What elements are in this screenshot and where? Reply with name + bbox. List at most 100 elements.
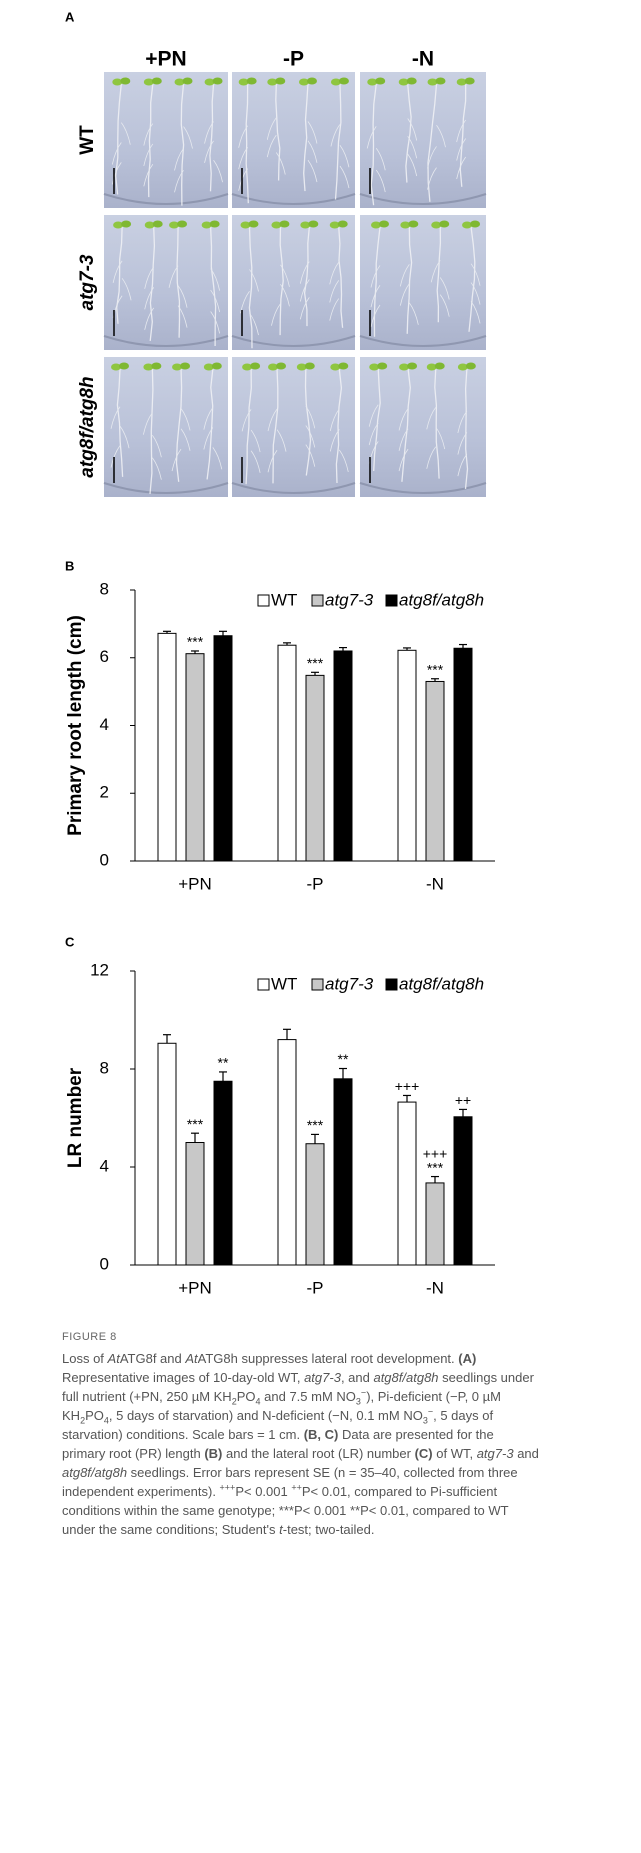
lateral-root — [409, 302, 419, 325]
leaf — [330, 363, 341, 371]
lateral-root — [456, 138, 466, 161]
bar — [157, 1042, 177, 1266]
significance-mark: *** — [427, 661, 444, 677]
leaf — [268, 363, 279, 371]
leaf — [248, 220, 259, 228]
root — [209, 83, 215, 192]
error-bar — [403, 647, 411, 651]
caption-run: (B, C) — [303, 1427, 339, 1442]
caption-run: and the lateral root (LR) number — [222, 1446, 415, 1461]
leaf — [267, 78, 278, 86]
root — [373, 368, 381, 472]
root — [209, 226, 217, 347]
leaf — [304, 362, 315, 370]
lateral-root — [427, 167, 437, 190]
caption-run: ATG8f and — [119, 1351, 186, 1366]
x-tick-label: -N — [426, 874, 444, 893]
caption-run: ATG8h suppresses lateral root developmen… — [197, 1351, 459, 1366]
root — [272, 368, 279, 484]
bar — [277, 1039, 297, 1266]
leaf — [431, 221, 442, 229]
lateral-root — [398, 428, 409, 451]
leaf — [439, 220, 450, 228]
lateral-root — [427, 146, 437, 169]
lateral-root — [307, 121, 318, 144]
leaf — [172, 363, 183, 371]
legend-label: atg7-3 — [325, 590, 374, 609]
lateral-root — [329, 298, 340, 321]
legend-swatch — [257, 978, 270, 991]
lateral-root — [368, 404, 379, 427]
root — [401, 368, 411, 482]
caption-run: seedlings. Error bars represent SE (n = … — [62, 1465, 518, 1499]
leaf — [211, 362, 222, 370]
lateral-root — [456, 156, 466, 180]
y-tick-label: 0 — [100, 1254, 109, 1273]
lateral-root — [168, 265, 179, 288]
lateral-root — [435, 426, 446, 450]
lateral-root — [174, 148, 184, 171]
caption-run: (B) — [204, 1446, 223, 1461]
caption-run: atg7-3 — [304, 1370, 341, 1385]
photo — [231, 72, 356, 208]
lateral-root — [204, 140, 214, 163]
leaf — [400, 221, 411, 229]
lateral-root — [399, 283, 410, 306]
photo-plate — [232, 72, 355, 208]
photo-plate — [104, 72, 228, 208]
leaf — [242, 363, 253, 371]
caption-run: P< 0.001 — [235, 1484, 292, 1499]
significance-mark: ** — [218, 1055, 229, 1071]
y-tick-label: 2 — [100, 783, 109, 802]
caption-run: t — [279, 1522, 283, 1537]
leaf — [367, 78, 378, 86]
row-label: atg7-3 — [77, 254, 98, 310]
leaf — [306, 77, 317, 85]
lateral-root — [152, 434, 162, 458]
root — [303, 226, 310, 327]
plate-rim — [359, 335, 487, 347]
lateral-root — [375, 148, 386, 171]
panel-letter: A — [65, 9, 75, 24]
significance-mark: *** — [307, 655, 324, 671]
lateral-root — [430, 260, 441, 283]
lateral-root — [177, 285, 188, 308]
leaf — [465, 362, 476, 370]
legend-label: WT — [271, 590, 297, 609]
significance-mark: *** — [187, 1116, 204, 1132]
caption-run: 3 — [422, 1415, 428, 1426]
lateral-root — [267, 408, 278, 432]
caption-run: 4 — [103, 1415, 109, 1426]
error-bar — [219, 630, 227, 636]
leaf — [308, 220, 319, 228]
lateral-root — [426, 407, 437, 430]
caption-run: At — [185, 1351, 198, 1366]
lateral-root — [407, 136, 418, 159]
bar — [397, 649, 417, 862]
panel-letter: C — [65, 934, 75, 949]
lateral-root — [177, 305, 188, 328]
leaf — [182, 77, 193, 85]
leaf — [152, 220, 163, 228]
caption-run: − — [427, 1406, 434, 1417]
caption-run: At — [107, 1351, 120, 1366]
root — [406, 226, 413, 334]
bar — [213, 1080, 233, 1266]
bar — [425, 680, 445, 862]
lateral-root — [238, 125, 248, 148]
error-bar — [311, 671, 319, 676]
x-tick-label: -P — [307, 1278, 324, 1297]
caption-run: Loss of — [62, 1351, 108, 1366]
plate-rim — [231, 482, 356, 494]
leaf — [279, 220, 290, 228]
plate-rim — [231, 335, 356, 347]
error-bar — [431, 1175, 439, 1183]
lateral-root — [180, 428, 191, 451]
root — [338, 226, 344, 328]
error-bar — [311, 1133, 319, 1144]
plate-rim — [103, 335, 229, 347]
caption-run: 3 — [355, 1396, 361, 1407]
root — [149, 368, 154, 494]
photo — [103, 72, 229, 208]
lateral-root — [275, 152, 286, 175]
